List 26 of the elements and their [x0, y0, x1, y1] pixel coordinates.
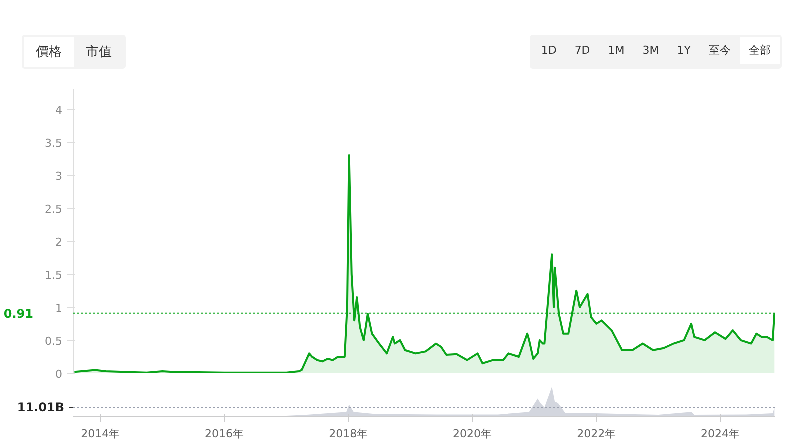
x-tick-label: 2014年 — [81, 428, 120, 439]
text: 7D — [574, 43, 592, 59]
y-tick-label: 3.5 — [45, 136, 63, 150]
text: 1M — [607, 43, 626, 59]
x-tick-label: 2016年 — [205, 428, 244, 439]
text: 市值 — [85, 44, 113, 62]
y-tick-label: 4 — [56, 104, 62, 117]
y-tick-label: 0.5 — [45, 334, 63, 348]
y-tick-label: 2.5 — [45, 202, 63, 216]
y-tick-label: 1 — [56, 302, 62, 315]
y-tick-label: 3 — [56, 170, 62, 183]
y-tick-label: 0 — [56, 368, 62, 381]
x-tick-label: 2022年 — [577, 428, 616, 439]
y-tick-label: 1.5 — [45, 268, 63, 282]
ref-line-label: 11.01B — [17, 400, 65, 415]
ref-line-label: 0.91 — [4, 306, 34, 321]
text: 至今 — [708, 43, 732, 59]
text: 全部 — [740, 37, 780, 64]
x-tick-label: 2020年 — [453, 428, 492, 439]
text: 1Y — [676, 43, 692, 59]
text: 3M — [642, 43, 660, 59]
text: 價格 — [24, 37, 74, 67]
y-tick-label: 2 — [56, 236, 62, 249]
x-tick-label: 2018年 — [329, 428, 368, 439]
x-tick-label: 2024年 — [701, 428, 740, 439]
text: 1D — [540, 43, 558, 59]
